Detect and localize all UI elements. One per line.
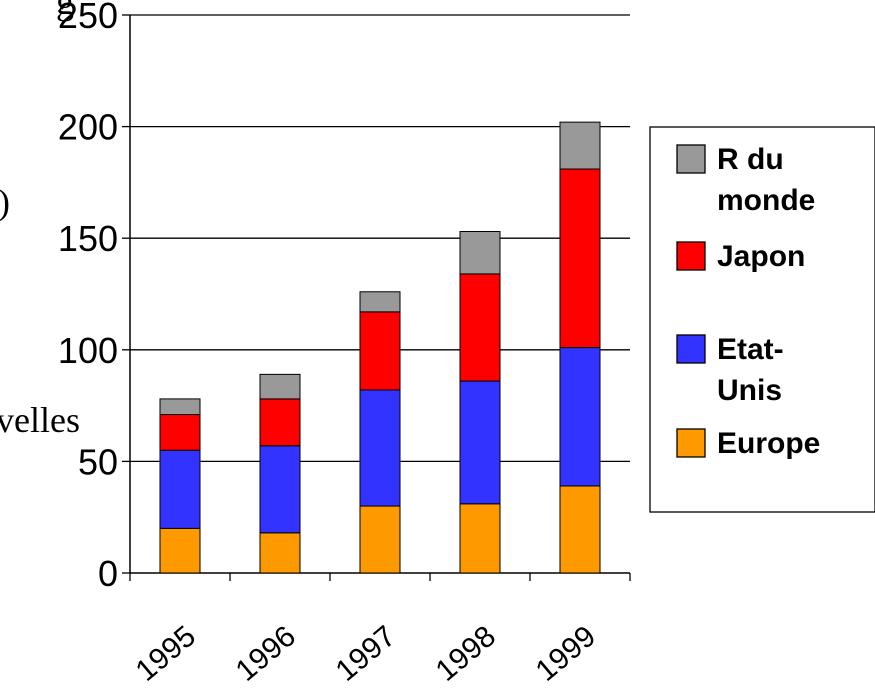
y-tick-labels: 0 50 100 150 200 250 (58, 0, 118, 594)
legend-label: R du (717, 143, 784, 176)
legend-label: Japon (717, 240, 805, 273)
x-tick-label: 1999 (530, 620, 602, 688)
bar-segment-r-du-monde (559, 121, 601, 170)
legend-swatch (676, 428, 706, 458)
x-tick-label: 1998 (430, 620, 502, 688)
legend-label: Etat- (717, 333, 784, 366)
bar-segment-etat-unis (559, 347, 601, 487)
x-tick-label: 1995 (130, 620, 202, 688)
bar-segment-etat-unis (459, 380, 501, 505)
x-tick-labels: 1995 1996 1997 1998 1999 (130, 620, 602, 688)
ylabel-fragment-word: velles (0, 400, 80, 440)
bar-segment-japon (159, 414, 201, 451)
y-tick-label: 150 (58, 218, 118, 259)
y-tick-label: 50 (78, 441, 118, 482)
y-tick-label: 0 (98, 553, 118, 594)
bar-segment-r-du-monde (359, 291, 401, 313)
bars (159, 121, 601, 574)
legend: R du monde Japon Etat- Unis Europe (649, 126, 875, 513)
bar-segment-europe (459, 503, 501, 574)
bar-segment-europe (159, 527, 201, 574)
bar-segment-r-du-monde (459, 231, 501, 275)
bar-segment-europe (259, 532, 301, 574)
cropped-y-axis-label: g ) velles (0, 0, 80, 440)
bar-segment-etat-unis (159, 449, 201, 529)
legend-label: Unis (717, 374, 782, 407)
legend-label: Europe (717, 427, 820, 460)
bar-segment-etat-unis (259, 445, 301, 534)
legend-swatch (676, 334, 706, 364)
bar-segment-etat-unis (359, 389, 401, 507)
x-tick-label: 1996 (230, 620, 302, 688)
legend-swatch (676, 144, 706, 174)
bar-segment-europe (359, 505, 401, 574)
ylabel-fragment-top: g (56, 0, 74, 22)
bar-segment-japon (359, 311, 401, 391)
bar-segment-japon (259, 398, 301, 447)
y-tick-label: 100 (58, 330, 118, 371)
x-tick-label: 1997 (330, 620, 402, 688)
legend-swatch (676, 241, 706, 271)
bar-segment-r-du-monde (159, 398, 201, 416)
bar-segment-japon (559, 168, 601, 349)
ylabel-fragment-paren: ) (0, 182, 10, 222)
bar-segment-europe (559, 485, 601, 574)
legend-label: monde (717, 184, 815, 217)
y-tick-label: 250 (58, 0, 118, 36)
gridlines (130, 14, 630, 463)
bar-segment-japon (459, 273, 501, 382)
y-tick-label: 200 (58, 107, 118, 148)
bar-segment-r-du-monde (259, 373, 301, 400)
